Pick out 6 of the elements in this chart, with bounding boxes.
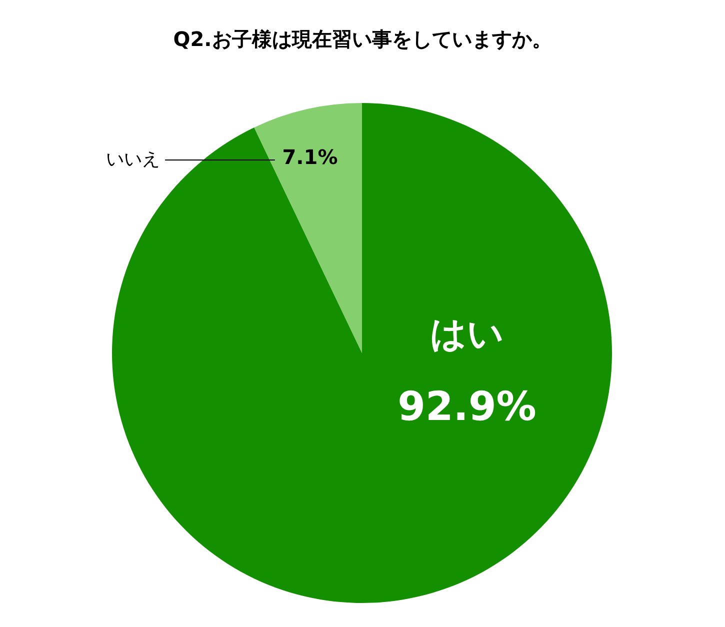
data-label: 7.1% bbox=[282, 145, 338, 169]
slice-label: いいえ bbox=[106, 149, 160, 170]
chart-title: Q2.お子様は現在習い事をしていますか。 bbox=[173, 27, 552, 51]
data-label: 92.9% bbox=[398, 384, 536, 430]
pie-slice bbox=[254, 103, 362, 353]
slice-label: はい bbox=[430, 314, 504, 355]
